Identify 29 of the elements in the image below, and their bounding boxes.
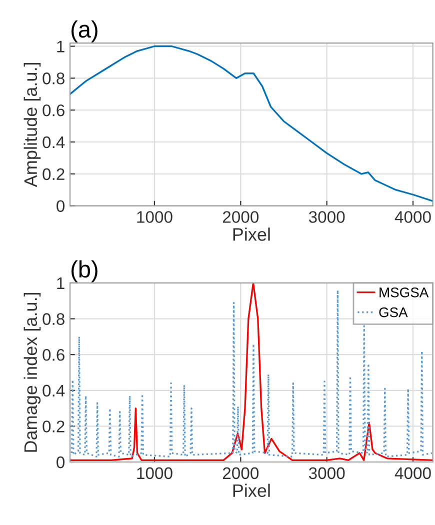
y-tick-label: 0.6: [42, 104, 64, 116]
x-tick-label: 3000: [308, 211, 345, 223]
y-tick-label: 0.8: [42, 313, 64, 325]
chart-title: (b): [72, 260, 98, 282]
y-tick-label: 0: [56, 456, 65, 468]
y-tick-label: 0.2: [42, 420, 64, 432]
x-tick-label: 1000: [137, 467, 172, 480]
x-tick-label: 3000: [308, 467, 345, 480]
chart-title: (a): [72, 20, 98, 42]
y-tick-label: 0: [56, 200, 65, 212]
legend-label: GSA: [379, 307, 408, 318]
x-tick-label: 4000: [394, 467, 431, 480]
y-tick-label: 1: [57, 278, 64, 290]
y-axis-title: Amplitude [a.u.]: [24, 62, 41, 188]
y-tick-label: 1: [57, 40, 64, 52]
y-axis-title: Damage index [a.u.]: [24, 292, 41, 452]
line-series: [70, 45, 433, 202]
legend-label: MSGSA: [380, 288, 429, 298]
x-tick-label: 4000: [394, 211, 431, 223]
x-tick-label: 2000: [222, 211, 259, 223]
x-axis-title: Pixel: [233, 484, 270, 498]
x-axis-title: Pixel: [233, 228, 270, 241]
y-tick-label: 0.4: [42, 136, 65, 148]
y-tick-label: 0.6: [42, 348, 64, 361]
y-tick-label: 0.2: [42, 168, 64, 180]
y-tick-label: 0.8: [42, 72, 64, 84]
x-tick-label: 2000: [222, 467, 259, 480]
y-tick-label: 0.4: [42, 384, 65, 397]
x-tick-label: 1000: [137, 211, 172, 223]
